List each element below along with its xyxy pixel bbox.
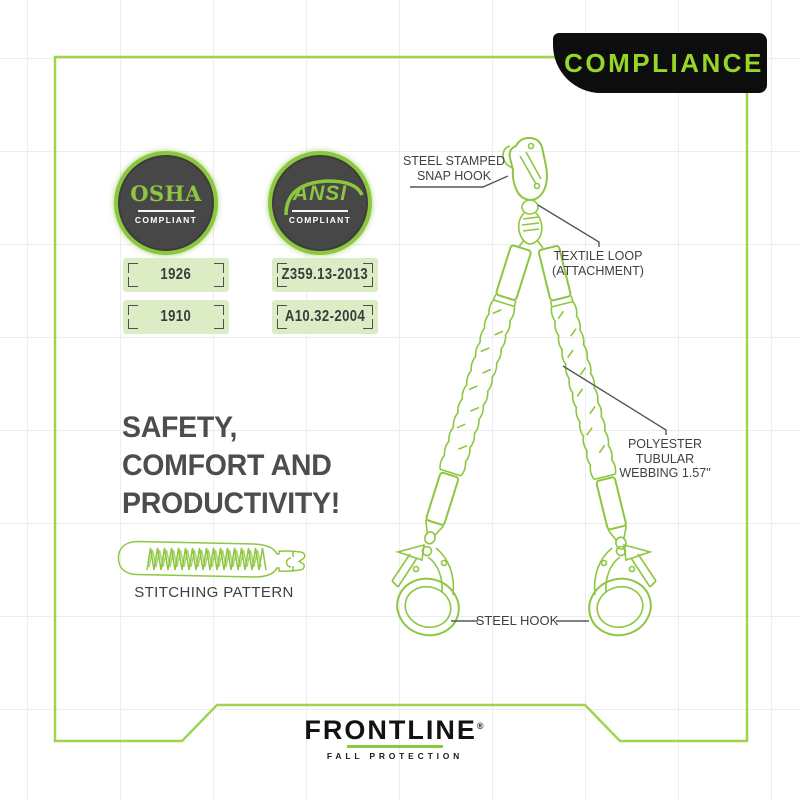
corner-bracket (214, 263, 224, 273)
brand-logo: FRONTLINE® FALL PROTECTION (290, 713, 500, 762)
logo-brand-text: FRONTLINE (304, 715, 477, 745)
corner-bracket (214, 277, 224, 287)
corner-bracket (128, 277, 138, 287)
spec-box-label: 1926 (160, 266, 192, 283)
stitching-illustration (117, 540, 306, 578)
callout-webbing: POLYESTER TUBULAR WEBBING 1.57" (619, 437, 711, 480)
headline: SAFETY, COMFORT AND PRODUCTIVITY! (122, 411, 340, 520)
spec-box-1910: 1910 (123, 300, 229, 334)
ansi-badge-title: ANSI (292, 181, 348, 205)
callout-steel-hook: STEEL HOOK (475, 613, 559, 628)
callout-leader-lines (410, 175, 667, 622)
compliance-banner-label: COMPLIANCE (564, 47, 764, 78)
callout-snap-hook: STEEL STAMPED SNAP HOOK (402, 154, 506, 183)
corner-bracket (363, 305, 373, 315)
ansi-badge: ANSI COMPLIANT (268, 151, 372, 255)
corner-bracket (277, 263, 287, 273)
swoosh-icon (284, 179, 364, 216)
corner-bracket (128, 305, 138, 315)
osha-badge-subtitle: COMPLIANT (134, 215, 198, 225)
corner-bracket (277, 319, 287, 329)
compliance-banner: COMPLIANCE (553, 33, 767, 93)
frame-border (53, 55, 749, 743)
corner-bracket (277, 305, 287, 315)
osha-badge-title: OSHA (130, 181, 202, 206)
corner-bracket (128, 319, 138, 329)
lanyard-illustration (389, 136, 659, 644)
logo-wordmark: FRONTLINE® (290, 713, 500, 745)
spec-box-label: Z359.13-2013 (281, 266, 369, 283)
registered-mark: ® (476, 721, 486, 731)
badge-divider (292, 209, 348, 212)
corner-bracket (214, 319, 224, 329)
spec-box-z359: Z359.13-2013 (272, 258, 378, 292)
stitching-pattern-label: STITCHING PATTERN (134, 584, 294, 601)
callout-textile-loop: TEXTILE LOOP (ATTACHMENT) (552, 249, 644, 278)
logo-tagline: FALL PROTECTION (326, 751, 464, 761)
badge-divider (138, 210, 194, 212)
logo-underline (347, 745, 443, 748)
corner-bracket (214, 305, 224, 315)
spec-box-label: 1910 (160, 308, 192, 325)
osha-badge: OSHA COMPLIANT (114, 151, 218, 255)
spec-box-a10: A10.32-2004 (272, 300, 378, 334)
ansi-badge-subtitle: COMPLIANT (288, 214, 352, 225)
corner-bracket (277, 277, 287, 287)
corner-bracket (363, 277, 373, 287)
spec-box-1926: 1926 (123, 258, 229, 292)
corner-bracket (363, 319, 373, 329)
corner-bracket (128, 263, 138, 273)
corner-bracket (363, 263, 373, 273)
spec-box-label: A10.32-2004 (284, 308, 366, 325)
